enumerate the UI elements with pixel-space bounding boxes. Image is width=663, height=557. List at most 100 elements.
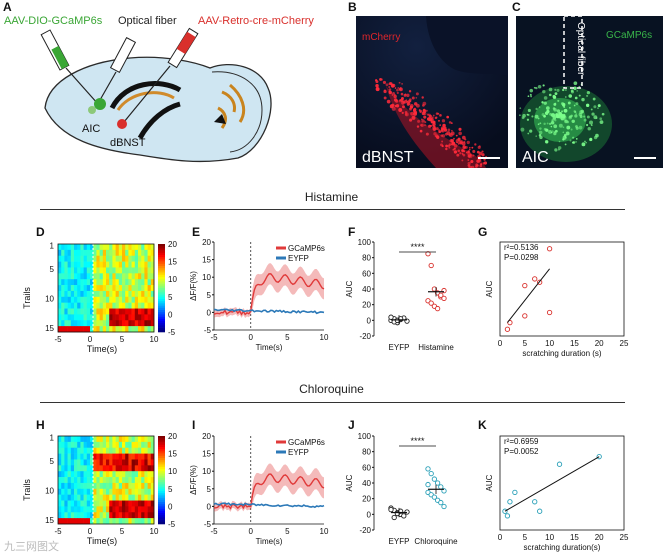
heatmap-cell xyxy=(144,249,148,257)
heatmap-cell xyxy=(138,471,142,478)
colorbar-segment xyxy=(158,329,165,333)
heatmap-cell xyxy=(147,261,152,268)
heatmap-cell xyxy=(141,244,145,251)
heatmap-cell xyxy=(134,279,139,286)
heatmap-cell xyxy=(102,506,107,513)
heatmap-cell xyxy=(134,512,139,519)
heatmap-cell xyxy=(147,244,152,251)
heatmap-cell xyxy=(131,488,136,495)
colorbar-segment xyxy=(158,495,165,498)
heatmap-cell xyxy=(77,453,81,460)
heatmap-cell xyxy=(131,308,136,315)
gcamp-cell xyxy=(593,105,597,109)
mcherry-cell xyxy=(438,130,441,134)
heatmap-cell xyxy=(147,506,152,513)
heatmap-cell xyxy=(70,314,75,321)
mcherry-cell xyxy=(447,128,451,132)
heatmap-cell xyxy=(70,506,75,513)
gcamp-cell xyxy=(554,102,557,105)
gcamp-cell xyxy=(550,120,555,125)
heatmap-cell xyxy=(122,249,126,257)
mcherry-cell xyxy=(433,132,437,136)
gcamp-cell xyxy=(565,131,570,136)
colorbar-tick-label: 20 xyxy=(168,240,177,249)
y-axis-title: AUC xyxy=(485,474,494,491)
heatmap-cell xyxy=(99,273,104,280)
heatmap-cell xyxy=(128,279,132,286)
heatmap-cell xyxy=(134,267,139,274)
gcamp-cell xyxy=(575,126,579,130)
colorbar-segment xyxy=(158,285,165,289)
x-tick-label: 15 xyxy=(570,339,579,348)
data-point xyxy=(441,295,447,302)
x-tick-label: 20 xyxy=(595,339,604,348)
heatmap-cell xyxy=(115,500,120,507)
heatmap-cell xyxy=(80,494,84,501)
sagittal-brain xyxy=(44,56,272,163)
heatmap-cell xyxy=(134,290,139,298)
heatmap-cell xyxy=(74,494,78,501)
data-point xyxy=(431,476,438,482)
heatmap-cell xyxy=(134,471,139,478)
heatmap-cell xyxy=(61,436,65,443)
heatmap-cell xyxy=(64,314,68,321)
gcamp-cell xyxy=(573,104,576,107)
heatmap-cell xyxy=(128,459,132,466)
heatmap-cell xyxy=(109,326,113,333)
heatmap-cell xyxy=(147,279,152,286)
gcamp-cell xyxy=(575,113,577,115)
colorbar-segment xyxy=(158,263,165,267)
heatmap-cell xyxy=(138,267,142,274)
heatmap-cell xyxy=(74,441,78,449)
heatmap-cell xyxy=(122,482,126,490)
data-point xyxy=(438,484,444,490)
gcamp-cell xyxy=(543,96,548,100)
heatmap-cell xyxy=(61,314,65,321)
heatmap-cell xyxy=(131,447,136,454)
y-tick-label: 0 xyxy=(367,316,372,325)
heatmap-cell xyxy=(141,482,145,490)
colorbar-segment xyxy=(158,506,165,509)
y-tick-label: 20 xyxy=(202,432,211,441)
heatmap-cell xyxy=(58,518,62,525)
mcherry-cell xyxy=(483,158,486,161)
heatmap-cells xyxy=(58,244,155,333)
heatmap-cell xyxy=(96,320,100,327)
heatmap-cell xyxy=(106,320,110,327)
colorbar-segment xyxy=(158,482,165,485)
colorbar-segment xyxy=(158,257,165,260)
y-tick-label: 15 xyxy=(202,450,211,459)
heatmap-cell xyxy=(86,279,91,286)
data-point xyxy=(546,309,553,316)
heatmap-cell xyxy=(150,249,155,257)
heatmap-cell xyxy=(86,261,91,268)
heatmap-cell xyxy=(61,506,65,513)
mcherry-cell xyxy=(453,150,458,154)
cerebellum-outline xyxy=(211,71,263,153)
x-tick-label: 5 xyxy=(523,339,528,348)
micrograph-aic: Optical fiber GCaMP6s AIC xyxy=(516,16,663,168)
gcamp-cell xyxy=(568,115,572,119)
heatmap-cell xyxy=(58,314,62,321)
heatmap-cell xyxy=(77,441,81,449)
heatmap-cell xyxy=(74,506,78,513)
heatmap-cell xyxy=(109,512,113,519)
heatmap-cell xyxy=(118,249,123,257)
heatmap-cell xyxy=(80,320,84,327)
mcherry-cell xyxy=(407,100,411,104)
heatmap-cell xyxy=(64,285,68,292)
mcherry-cell xyxy=(409,118,413,122)
heatmap-cell xyxy=(131,453,136,460)
data-point xyxy=(425,481,431,488)
heatmap-cell xyxy=(118,477,123,484)
gcamp-cell xyxy=(539,127,542,130)
heatmap-cell xyxy=(128,285,132,292)
y-tick-label: 5 xyxy=(207,485,212,494)
heatmap-cell xyxy=(106,512,110,519)
gcamp-cell xyxy=(542,84,545,87)
mcherry-cell xyxy=(389,82,393,86)
heatmap-cell xyxy=(64,249,68,257)
heatmap-cell xyxy=(61,320,65,327)
heatmap-cell xyxy=(61,518,65,525)
heatmap-cell xyxy=(112,500,116,507)
